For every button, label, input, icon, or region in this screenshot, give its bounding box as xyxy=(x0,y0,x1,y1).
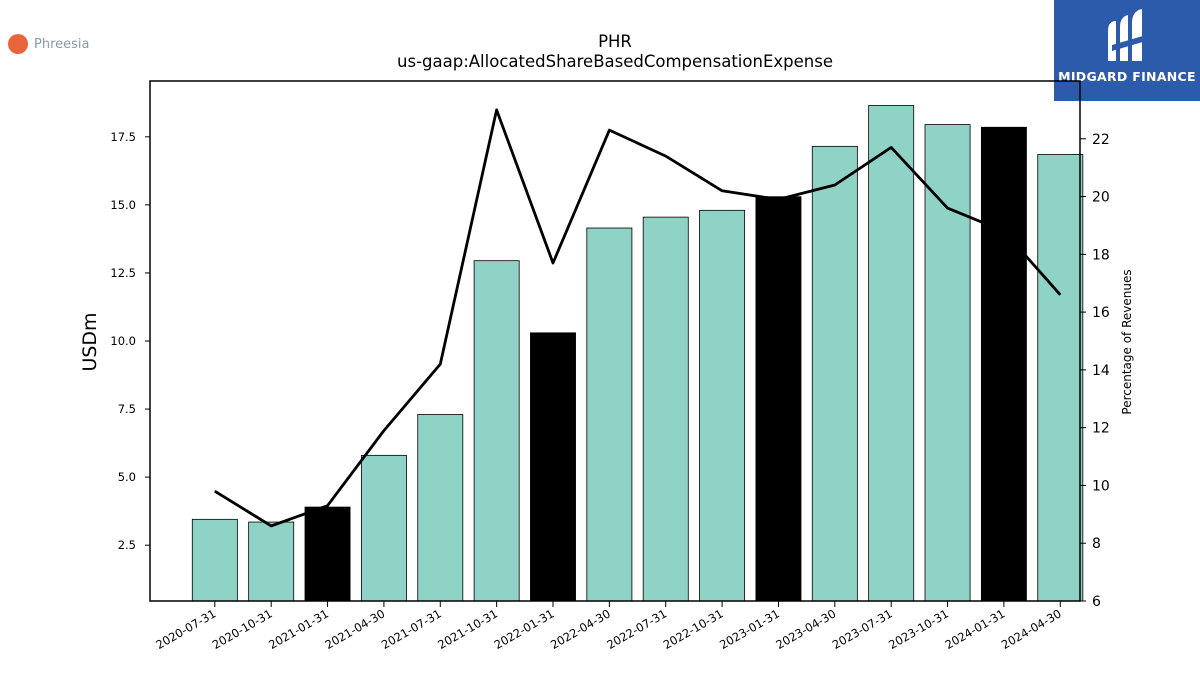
y2-tick-label: 12 xyxy=(1092,421,1110,437)
x-tick-label: 2023-01-31 xyxy=(717,606,782,652)
bar-2022-10-31 xyxy=(699,209,746,602)
x-tick-label: 2023-04-30 xyxy=(773,606,838,652)
bar-2024-01-31 xyxy=(980,126,1027,602)
y2-tick-label: 14 xyxy=(1092,363,1110,379)
y-tick-label: 12.5 xyxy=(110,266,136,280)
bar-2021-04-30 xyxy=(360,454,407,602)
y2-tick-label: 8 xyxy=(1092,536,1101,552)
y2-tick-label: 6 xyxy=(1092,594,1101,610)
bar-2022-01-31 xyxy=(530,332,576,602)
bar-2020-07-31 xyxy=(191,518,238,602)
bar-2021-10-31 xyxy=(473,260,520,602)
bar-2023-07-31 xyxy=(868,105,915,602)
x-tick-label: 2023-07-31 xyxy=(830,606,895,652)
bar-2023-04-30 xyxy=(811,145,858,602)
company-logo-text: Phreesia xyxy=(34,36,90,52)
percentage-line xyxy=(214,108,1062,528)
y2-tick-label: 16 xyxy=(1092,305,1110,321)
bar-2023-10-31 xyxy=(924,124,971,602)
y-tick-label: 7.5 xyxy=(118,402,136,416)
x-tick-label: 2020-07-31 xyxy=(153,606,218,652)
x-tick-label: 2021-01-31 xyxy=(266,606,331,652)
y-tick-label: 17.5 xyxy=(110,130,136,144)
x-tick-label: 2021-04-30 xyxy=(323,606,388,652)
y2-tick-label: 20 xyxy=(1092,190,1110,206)
x-tick-label: 2022-10-31 xyxy=(661,606,726,652)
x-tick-label: 2020-10-31 xyxy=(210,606,275,652)
publisher-logo: MIDGARD FINANCE xyxy=(1054,0,1200,101)
y2-tick-label: 10 xyxy=(1092,478,1110,494)
chart-title: PHR xyxy=(598,32,632,51)
y-tick-label: 10.0 xyxy=(110,334,136,348)
x-tick-label: 2022-07-31 xyxy=(604,606,669,652)
bar-2021-01-31 xyxy=(304,506,351,602)
bar-2023-01-31 xyxy=(755,196,802,602)
x-tick-label: 2022-01-31 xyxy=(492,606,557,652)
bar-2020-10-31 xyxy=(248,521,295,602)
y-tick-label: 15.0 xyxy=(110,198,136,212)
x-tick-label: 2023-10-31 xyxy=(886,606,951,652)
y-tick-label: 2.5 xyxy=(118,538,136,552)
bar-2022-07-31 xyxy=(642,216,689,602)
x-tick-label: 2024-04-30 xyxy=(999,606,1064,652)
company-logo: Phreesia xyxy=(8,34,90,54)
x-tick-label: 2022-04-30 xyxy=(548,606,613,652)
y-tick-label: 5.0 xyxy=(118,470,136,484)
x-tick-label: 2021-10-31 xyxy=(435,606,500,652)
publisher-logo-icon xyxy=(1108,9,1146,61)
bar-2022-04-30 xyxy=(586,227,633,602)
bar-2021-07-31 xyxy=(417,414,464,602)
x-tick-label: 2024-01-31 xyxy=(943,606,1008,652)
y2-tick-label: 18 xyxy=(1092,247,1110,263)
bar-2024-04-30 xyxy=(1037,154,1084,602)
company-logo-icon xyxy=(8,34,28,54)
y2-tick-label: 22 xyxy=(1092,132,1110,148)
chart-subtitle: us-gaap:AllocatedShareBasedCompensationE… xyxy=(397,52,833,71)
x-tick-label: 2021-07-31 xyxy=(379,606,444,652)
publisher-logo-text: MIDGARD FINANCE xyxy=(1058,69,1196,84)
